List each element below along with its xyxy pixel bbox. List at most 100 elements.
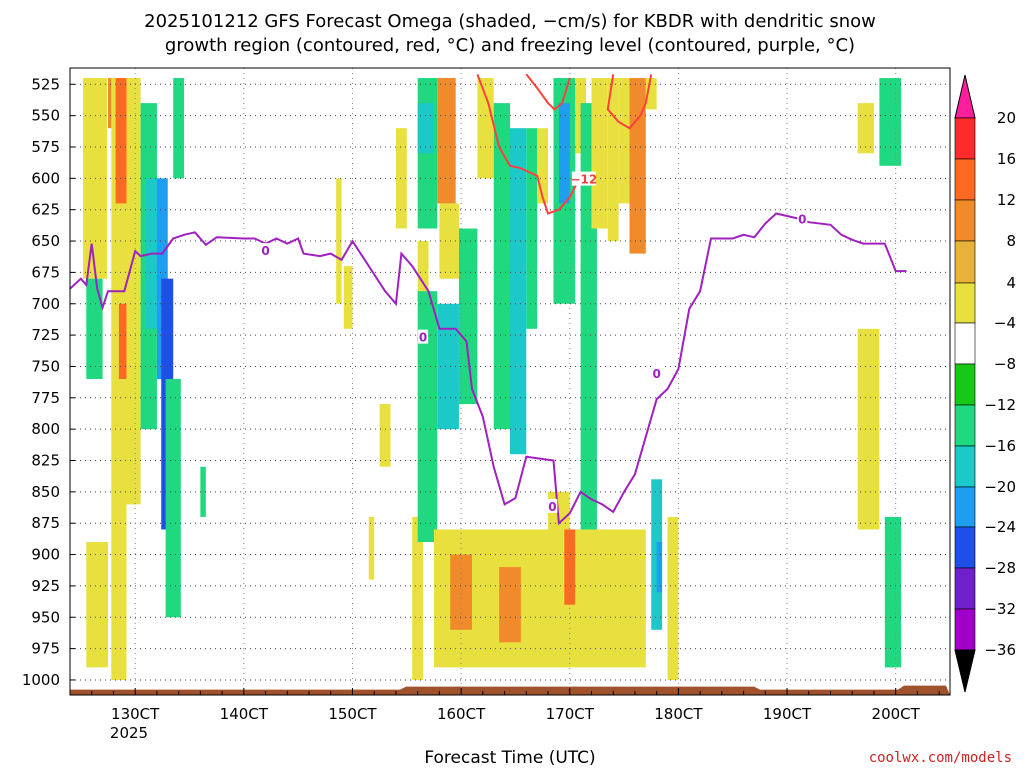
plot-area: 0 0 0 0 0 −12 [70,68,950,695]
colorbar-swatch [954,117,976,160]
freezing-level-label: 0 [652,367,660,381]
freezing-label-background [797,211,808,226]
omega-cell [437,78,456,204]
colorbar-label: 16 [997,150,1016,168]
omega-cell [564,529,576,605]
omega-cell [656,542,663,593]
omega-cell [379,404,391,467]
colorbar-label: 4 [1006,274,1016,292]
colorbar-legend: 20 16 12 8 4 −4 −8 −12 −16 −20 −24 −28 −32 −36 [954,74,1016,693]
omega-cell [437,303,459,430]
dendritic-contour-label: −12 [570,173,597,187]
colorbar-label: −8 [994,355,1016,373]
y-tick-label: 1000 [22,671,60,689]
colorbar-swatch [954,322,976,365]
dendritic-growth-contour [606,74,653,130]
colorbar-label: −4 [994,314,1016,332]
terrain-band [70,685,950,695]
colorbar-swatch [954,158,976,201]
colorbar-label: −16 [984,437,1016,455]
omega-cell [417,291,438,543]
omega-cell [607,78,619,242]
x-tick-label: 190CT [763,705,812,723]
colorbar-label: 12 [997,191,1016,209]
dendritic-label-background [571,171,596,186]
y-axis: 525 550 575 600 625 650 675 700 725 750 775 800 825 8… [22,75,75,689]
omega-cell [558,103,570,204]
omega-cell [343,266,353,329]
omega-cell [537,128,549,204]
omega-cell [618,78,630,204]
colorbar-swatch [954,199,976,242]
y-tick-label: 525 [31,75,60,93]
omega-cell [412,516,424,680]
omega-cell [439,203,459,279]
colorbar-swatch [954,240,976,284]
y-tick-label: 800 [31,420,60,438]
dendritic-growth-contour [476,73,582,215]
omega-cell [645,78,657,110]
colorbar-top-arrow [954,74,976,119]
y-tick-label: 725 [31,326,60,344]
y-tick-label: 975 [31,640,60,658]
omega-cell [83,78,107,279]
freezing-level-label: 0 [548,500,556,514]
freezing-label-background [418,329,429,344]
omega-cell [336,178,342,304]
omega-cell [493,103,510,430]
x-tick-label: 160CT [437,705,486,723]
x-tick-label: 170CT [546,705,595,723]
y-tick-label: 875 [31,514,60,532]
omega-cell [499,567,521,643]
freezing-level-label: 0 [798,213,806,227]
y-tick-label: 850 [31,483,60,501]
grid-lines [70,68,950,695]
y-tick-label: 950 [31,608,60,626]
x-tick-label: 150CT [328,705,377,723]
contours: 0 0 0 0 0 −12 [70,73,907,526]
colorbar-label: −28 [984,559,1016,577]
omega-cell [857,103,874,154]
omega-cell [458,228,478,405]
y-tick-label: 750 [31,357,60,375]
colorbar-label: −12 [984,396,1016,414]
omega-cell [417,241,429,304]
y-tick-label: 650 [31,232,60,250]
omega-cell [526,128,538,329]
freezing-label-background [651,365,662,380]
y-tick-label: 775 [31,389,60,407]
freezing-level-label: 0 [419,331,427,345]
y-tick-label: 675 [31,263,60,281]
colorbar-swatch [954,282,976,324]
omega-cell [126,78,141,505]
omega-cell [651,479,663,630]
colorbar-swatch [954,363,976,406]
freezing-label-background [260,243,271,258]
y-tick-label: 600 [31,169,60,187]
omega-cell [395,128,407,229]
y-tick-label: 700 [31,295,60,313]
omega-cell [591,78,608,229]
omega-cell [200,466,206,517]
omega-cell [86,278,103,379]
x-tick-label: 180CT [654,705,703,723]
y-tick-label: 575 [31,138,60,156]
colorbar-label: −24 [984,518,1016,536]
freezing-label-background [547,498,558,513]
colorbar-swatch [954,486,976,528]
freezing-level-label: 0 [261,244,269,258]
colorbar-label: −20 [984,478,1016,496]
colorbar-label: 20 [997,109,1016,127]
omega-cell [510,128,527,455]
colorbar-bottom-arrow [954,649,976,693]
chart-title-line2: growth region (contoured, red, °C) and f… [165,35,855,56]
omega-cell [368,516,375,580]
omega-cell [450,554,472,630]
omega-cell [165,378,181,618]
plot-frame [69,67,951,696]
x-tick-label: 200CT [872,705,921,723]
omega-cell [884,516,902,668]
colorbar-label: −36 [984,641,1016,659]
credit-text: coolwx.com/models [869,750,1012,766]
